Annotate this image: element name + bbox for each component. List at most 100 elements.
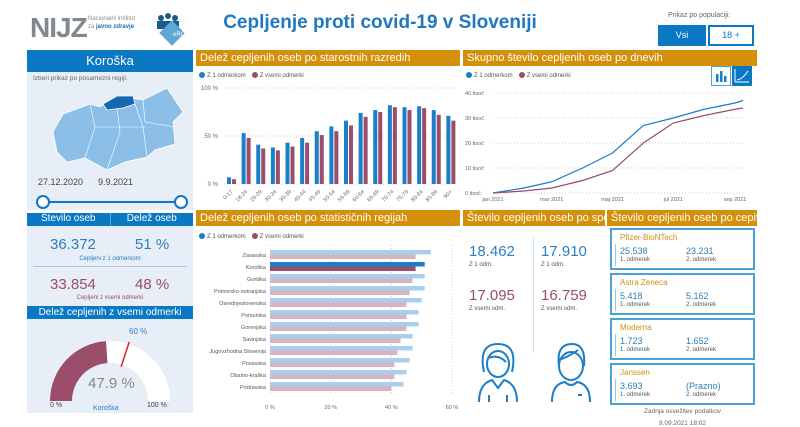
card-accent	[615, 379, 616, 401]
page-title: Cepljenje proti covid-19 v Sloveniji	[223, 12, 537, 33]
bar-full	[270, 266, 416, 271]
region-bar-chart: 0 % 20 % 40 % 60 % Zasavska Koroška Goriška Pri…	[209, 245, 458, 411]
region-title: Koroška	[27, 50, 193, 72]
region-chart-title: Delež cepljenih oseb po statističnih reg…	[196, 210, 460, 226]
male-full: 16.759	[541, 287, 587, 304]
bar-full	[436, 114, 441, 184]
dose1-value: 5.418	[620, 291, 643, 301]
line-view-button[interactable]	[732, 66, 752, 86]
x-tick-label: jan 2021	[481, 197, 503, 203]
stats-header: Število oseb Delež oseb	[27, 213, 193, 226]
bar-dose1	[300, 137, 305, 184]
date-to[interactable]: 9.9.2021	[98, 177, 134, 187]
bar-full	[270, 302, 407, 307]
bar-dose1	[417, 106, 422, 184]
dose1-pct: 51 %	[135, 236, 170, 253]
stats-col-share: Delež oseb	[126, 213, 177, 224]
card-accent	[615, 289, 616, 311]
dose2-label: 2. odmerek	[686, 392, 717, 398]
date-from[interactable]: 27.12.2020	[38, 177, 84, 187]
bar-full	[451, 120, 456, 184]
dose2-value: 5.162	[686, 291, 709, 301]
bar-dose1	[270, 346, 413, 351]
bar-full	[270, 278, 413, 283]
bar-full	[407, 110, 412, 184]
dose1-value: 3.693	[620, 381, 643, 391]
y-tick-label: 40 tisoč	[465, 91, 484, 97]
category-label: Goriška	[247, 277, 267, 283]
dose2-value: 1.652	[686, 336, 709, 346]
bar-dose1	[270, 370, 407, 375]
x-tick-label: maj 2021	[601, 197, 624, 203]
bar-dose1	[373, 110, 378, 184]
bar-full	[270, 326, 407, 331]
gender-divider	[533, 238, 534, 353]
male-full-label: Z vsemi odm.	[541, 306, 578, 312]
x-tick-label: 40 %	[385, 405, 398, 411]
stats-col-count: Število oseb	[27, 213, 111, 226]
bar-full	[378, 112, 383, 184]
legend-dose1[interactable]: Z 1 odmerkom	[199, 233, 246, 240]
bar-full	[290, 146, 295, 184]
dose1-label: 1. odmerek	[620, 257, 651, 263]
female-dose1: 18.462	[469, 243, 515, 260]
bar-full	[270, 362, 395, 367]
x-tick-label: 90+	[443, 189, 454, 200]
population-all-button[interactable]: Vsi	[658, 25, 706, 46]
age-bar-chart: 0 % 50 % 100 % 0-17 18-24 25-29 30-34 35-39 40-4…	[201, 86, 458, 203]
bar-full	[392, 107, 397, 184]
gauge-min: 0 %	[50, 402, 63, 409]
bar-full	[270, 338, 401, 343]
bar-dose1	[446, 115, 451, 184]
legend-full[interactable]: Z vsemi odmerki	[251, 72, 304, 79]
bar-full	[232, 179, 236, 184]
svg-text:eRCO: eRCO	[173, 32, 189, 38]
bar-dose1	[270, 334, 413, 339]
erco-logo: eRCO	[153, 10, 190, 46]
dose2-value: (Prazno)	[686, 381, 721, 391]
bar-dose1	[270, 250, 431, 255]
category-label: Obalno-kraška	[230, 373, 267, 379]
full-pct: 48 %	[135, 276, 170, 293]
legend-dose1-label: Z 1 odmerkom	[474, 73, 513, 79]
map-region[interactable]	[52, 87, 184, 171]
x-tick-label: sep 2021	[724, 197, 747, 203]
legend-dose1[interactable]: Z 1 odmerkom	[466, 72, 513, 79]
category-label: Zasavska	[242, 253, 266, 259]
male-dose1: 17.910	[541, 243, 587, 260]
legend-dose1[interactable]: Z 1 odmerkom	[199, 72, 246, 79]
bar-full	[246, 137, 251, 184]
date-slider-handle-start[interactable]	[36, 195, 50, 209]
date-slider-handle-end[interactable]	[174, 195, 188, 209]
category-label: Posavska	[242, 361, 267, 367]
vaccine-card: Janssen 3.693 (Prazno) 1. odmerek 2. odm…	[610, 363, 755, 405]
x-tick-label: 45-49	[308, 189, 322, 203]
bar-dose1	[270, 274, 425, 279]
category-label: Jugovzhodna Slovenija	[209, 349, 267, 355]
category-label: Koroška	[246, 265, 267, 271]
bar-dose1	[270, 286, 425, 291]
population-18-button[interactable]: 18 +	[708, 25, 754, 46]
bar-dose1	[270, 310, 419, 315]
bar-view-button[interactable]	[711, 66, 731, 86]
dose2-value: 23.231	[686, 246, 714, 256]
dose1-label: 1. odmerek	[620, 392, 651, 398]
bar-full	[261, 148, 266, 184]
slovenia-map[interactable]	[45, 82, 185, 172]
legend-full[interactable]: Z vsemi odmerki	[518, 72, 571, 79]
bar-dose1	[270, 322, 419, 327]
vaccine-name: Astra Zeneca	[620, 278, 668, 287]
date-slider-track[interactable]	[42, 201, 182, 203]
x-tick-label: 20 %	[324, 405, 337, 411]
legend-full[interactable]: Z vsemi odmerki	[251, 233, 304, 240]
bar-dose1	[431, 110, 436, 184]
x-tick-label: 70-74	[381, 189, 395, 203]
line-chart-icon	[734, 69, 749, 83]
legend-dose1-label: Z 1 odmerkom	[207, 73, 246, 79]
category-label: Podravska	[240, 385, 267, 391]
x-tick-label: 18-24	[235, 189, 249, 203]
bar-dose1	[270, 298, 422, 303]
bar-chart-icon	[716, 71, 727, 82]
legend-full-label: Z vsemi odmerki	[259, 73, 304, 79]
male-icon	[551, 342, 591, 402]
